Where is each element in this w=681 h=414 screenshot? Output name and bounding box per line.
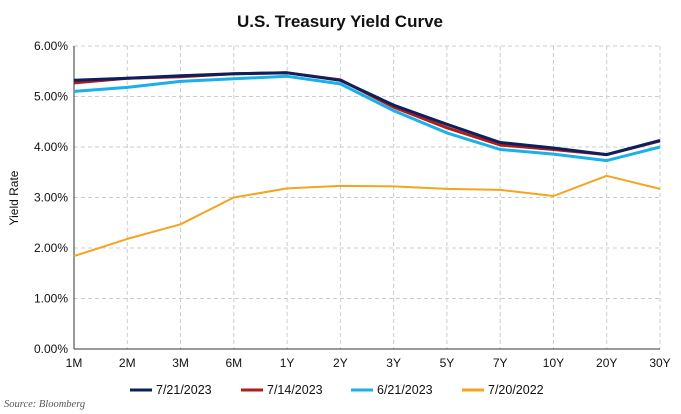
x-tick-label: 6M xyxy=(225,356,242,370)
legend-label: 7/14/2023 xyxy=(267,383,323,397)
y-axis-ticks: 0.00% 1.00% 2.00% 3.00% 4.00% 5.00% 6.00% xyxy=(34,39,68,356)
x-tick-label: 30Y xyxy=(649,356,670,370)
grid xyxy=(73,45,661,350)
legend-item: 6/21/2023 xyxy=(351,383,433,397)
legend-label: 6/21/2023 xyxy=(377,383,433,397)
x-tick-label: 1Y xyxy=(280,356,295,370)
x-tick-label: 7Y xyxy=(493,356,508,370)
x-tick-label: 5Y xyxy=(440,356,455,370)
x-tick-label: 3M xyxy=(172,356,189,370)
y-tick-label: 5.00% xyxy=(34,90,68,104)
series-lines xyxy=(73,71,661,258)
x-tick-label: 1M xyxy=(66,356,83,370)
series-line-6-21-2023 xyxy=(73,74,661,163)
y-tick-label: 6.00% xyxy=(34,39,68,53)
x-tick-label: 2M xyxy=(119,356,136,370)
source-note: Source: Bloomberg xyxy=(4,399,85,410)
x-tick-label: 3Y xyxy=(386,356,401,370)
series-line-7-20-2022 xyxy=(73,174,661,258)
x-tick-label: 20Y xyxy=(596,356,617,370)
y-tick-label: 2.00% xyxy=(34,241,68,255)
legend-item: 7/20/2022 xyxy=(462,383,544,397)
x-axis-ticks: 1M 2M 3M 6M 1Y 2Y 3Y 5Y 7Y 10Y 20Y 30Y xyxy=(66,356,671,370)
legend-item: 7/21/2023 xyxy=(130,383,212,397)
series-line-7-21-2023 xyxy=(73,71,661,157)
legend-label: 7/21/2023 xyxy=(156,383,212,397)
legend-item: 7/14/2023 xyxy=(241,383,323,397)
chart-title: U.S. Treasury Yield Curve xyxy=(237,12,443,31)
y-tick-label: 0.00% xyxy=(34,342,68,356)
legend-label: 7/20/2022 xyxy=(488,383,544,397)
legend: 7/21/2023 7/14/2023 6/21/2023 7/20/2022 xyxy=(130,383,544,397)
y-tick-label: 4.00% xyxy=(34,140,68,154)
x-tick-label: 10Y xyxy=(543,356,564,370)
x-tick-label: 2Y xyxy=(333,356,348,370)
y-tick-label: 1.00% xyxy=(34,292,68,306)
series-line-7-14-2023 xyxy=(73,71,661,157)
y-axis-label: Yield Rate xyxy=(7,170,21,225)
y-tick-label: 3.00% xyxy=(34,191,68,205)
